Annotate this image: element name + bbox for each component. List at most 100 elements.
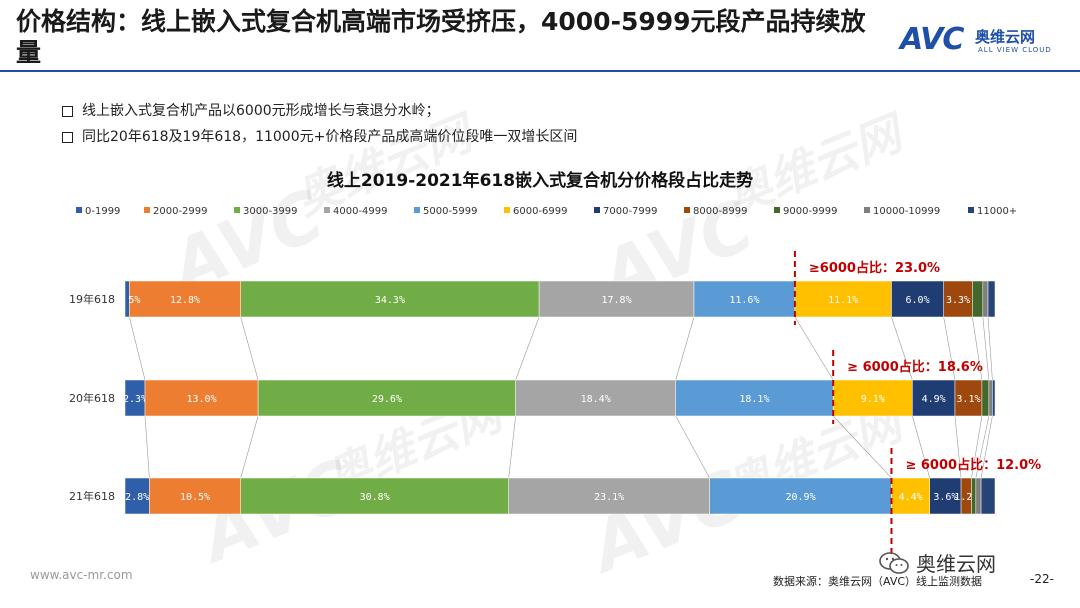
legend-swatch — [594, 207, 600, 213]
data-source: 数据来源：奥维云网（AVC）线上监测数据 — [773, 575, 983, 588]
bar-segment — [975, 477, 982, 515]
data-label: 17.8% — [601, 295, 631, 306]
connector-line — [912, 415, 931, 479]
bar-segment — [943, 280, 973, 318]
legend-label: 9000-9999 — [783, 206, 838, 217]
legend-swatch — [414, 207, 420, 213]
data-label: 20.9% — [786, 492, 816, 503]
data-label: 23.1% — [594, 492, 624, 503]
bar-segment — [980, 477, 996, 515]
connector-line — [954, 415, 962, 479]
connector-line — [129, 316, 146, 381]
logo-en: ALL VIEW CLOUD — [978, 46, 1052, 54]
data-label: 4.9% — [922, 394, 946, 405]
legend-swatch — [324, 207, 330, 213]
connector-line — [508, 415, 516, 479]
data-label: 10.5% — [180, 492, 210, 503]
data-label: 30.8% — [360, 492, 390, 503]
bar-segment — [240, 477, 509, 515]
bar-segment — [508, 477, 710, 515]
bar-segment — [515, 379, 676, 417]
bar-segment — [992, 379, 996, 417]
legend-swatch — [684, 207, 690, 213]
data-label: 11.6% — [729, 295, 759, 306]
page-number: -22- — [1030, 572, 1054, 586]
square-bullet-icon — [62, 105, 73, 117]
bar-segment — [981, 379, 990, 417]
bar-segment — [929, 477, 962, 515]
bar-segment — [832, 379, 913, 417]
bar-segment — [954, 379, 983, 417]
legend-label: 6000-6999 — [513, 206, 568, 217]
legend-label: 4000-4999 — [333, 206, 388, 217]
connector-line — [675, 316, 695, 381]
data-label: 18.4% — [581, 394, 611, 405]
logo-cn: 奥维云网 — [975, 28, 1036, 46]
legend-swatch — [234, 207, 240, 213]
data-label: 3.1% — [956, 394, 980, 405]
data-label: 3.3% — [946, 295, 970, 306]
connector-line — [975, 415, 990, 479]
bar-segment — [912, 379, 956, 417]
threshold-annotation: ≥ 6000占比：18.6% — [847, 359, 983, 375]
connector-line — [832, 415, 892, 479]
bar-segment — [709, 477, 892, 515]
legend-swatch — [76, 207, 82, 213]
threshold-annotation: ≥6000占比：23.0% — [809, 260, 940, 276]
bar-segment — [891, 477, 930, 515]
connector-line — [794, 316, 834, 381]
data-label: 2.8% — [125, 492, 149, 503]
bar-segment — [240, 280, 540, 318]
connector-line — [980, 415, 993, 479]
logo-mark: AVC — [900, 22, 964, 57]
legend-label: 3000-3999 — [243, 206, 298, 217]
category-label: 21年618 — [69, 489, 115, 503]
wechat-icon — [879, 551, 909, 574]
legend-swatch — [144, 207, 150, 213]
bar-segment — [124, 477, 150, 515]
connector-line — [971, 415, 983, 479]
bullet-list: 线上嵌入式复合机产品以6000元形成增长与衰退分水岭； 同比20年618及19年… — [62, 98, 577, 150]
bar-segment — [149, 477, 241, 515]
data-label: 5% — [128, 295, 140, 306]
bar-segment — [971, 477, 977, 515]
legend-swatch — [968, 207, 974, 213]
category-label: 19年618 — [69, 292, 115, 306]
bar-segment — [988, 379, 993, 417]
data-label: 4.4% — [899, 492, 923, 503]
bar-segment — [987, 280, 996, 318]
data-label: 3.6% — [933, 492, 957, 503]
data-label: 34.3% — [375, 295, 405, 306]
header-divider — [0, 70, 1080, 72]
bullet-item: 同比20年618及19年618，11000元+价格段产品成高端价位段唯一双增长区… — [62, 124, 577, 150]
data-label: 1.2% — [954, 492, 978, 503]
data-label: 9.1% — [861, 394, 885, 405]
legend-swatch — [774, 207, 780, 213]
data-label: 6.0% — [906, 295, 930, 306]
wechat-badge: 奥维云网 — [878, 548, 996, 577]
category-label: 20年618 — [69, 391, 115, 405]
page-title: 价格结构：线上嵌入式复合机高端市场受挤压，4000-5999元段产品持续放量 — [16, 7, 866, 67]
legend-label: 8000-8999 — [693, 206, 748, 217]
legend-label: 10000-10999 — [873, 206, 940, 217]
connector-line — [240, 316, 259, 381]
legend-label: 2000-2999 — [153, 206, 208, 217]
connector-line — [515, 316, 540, 381]
threshold-annotation: ≥ 6000占比：12.0% — [905, 457, 1041, 473]
chart-title: 线上2019-2021年618嵌入式复合机分价格段占比走势 — [327, 170, 753, 191]
legend-swatch — [504, 207, 510, 213]
legend-label: 5000-5999 — [423, 206, 478, 217]
data-label: 29.6% — [372, 394, 402, 405]
bar-segment — [538, 280, 695, 318]
connector-line — [987, 316, 993, 381]
bullet-item: 线上嵌入式复合机产品以6000元形成增长与衰退分水岭； — [62, 98, 577, 124]
square-bullet-icon — [62, 131, 73, 143]
connector-line — [982, 316, 990, 381]
wechat-text: 奥维云网 — [916, 552, 996, 576]
connector-line — [972, 316, 983, 381]
legend-swatch — [864, 207, 870, 213]
bar-segment — [144, 379, 259, 417]
bullet-text: 线上嵌入式复合机产品以6000元形成增长与衰退分水岭； — [82, 103, 440, 119]
bullet-text: 同比20年618及19年618，11000元+价格段产品成高端价位段唯一双增长区… — [82, 129, 578, 145]
